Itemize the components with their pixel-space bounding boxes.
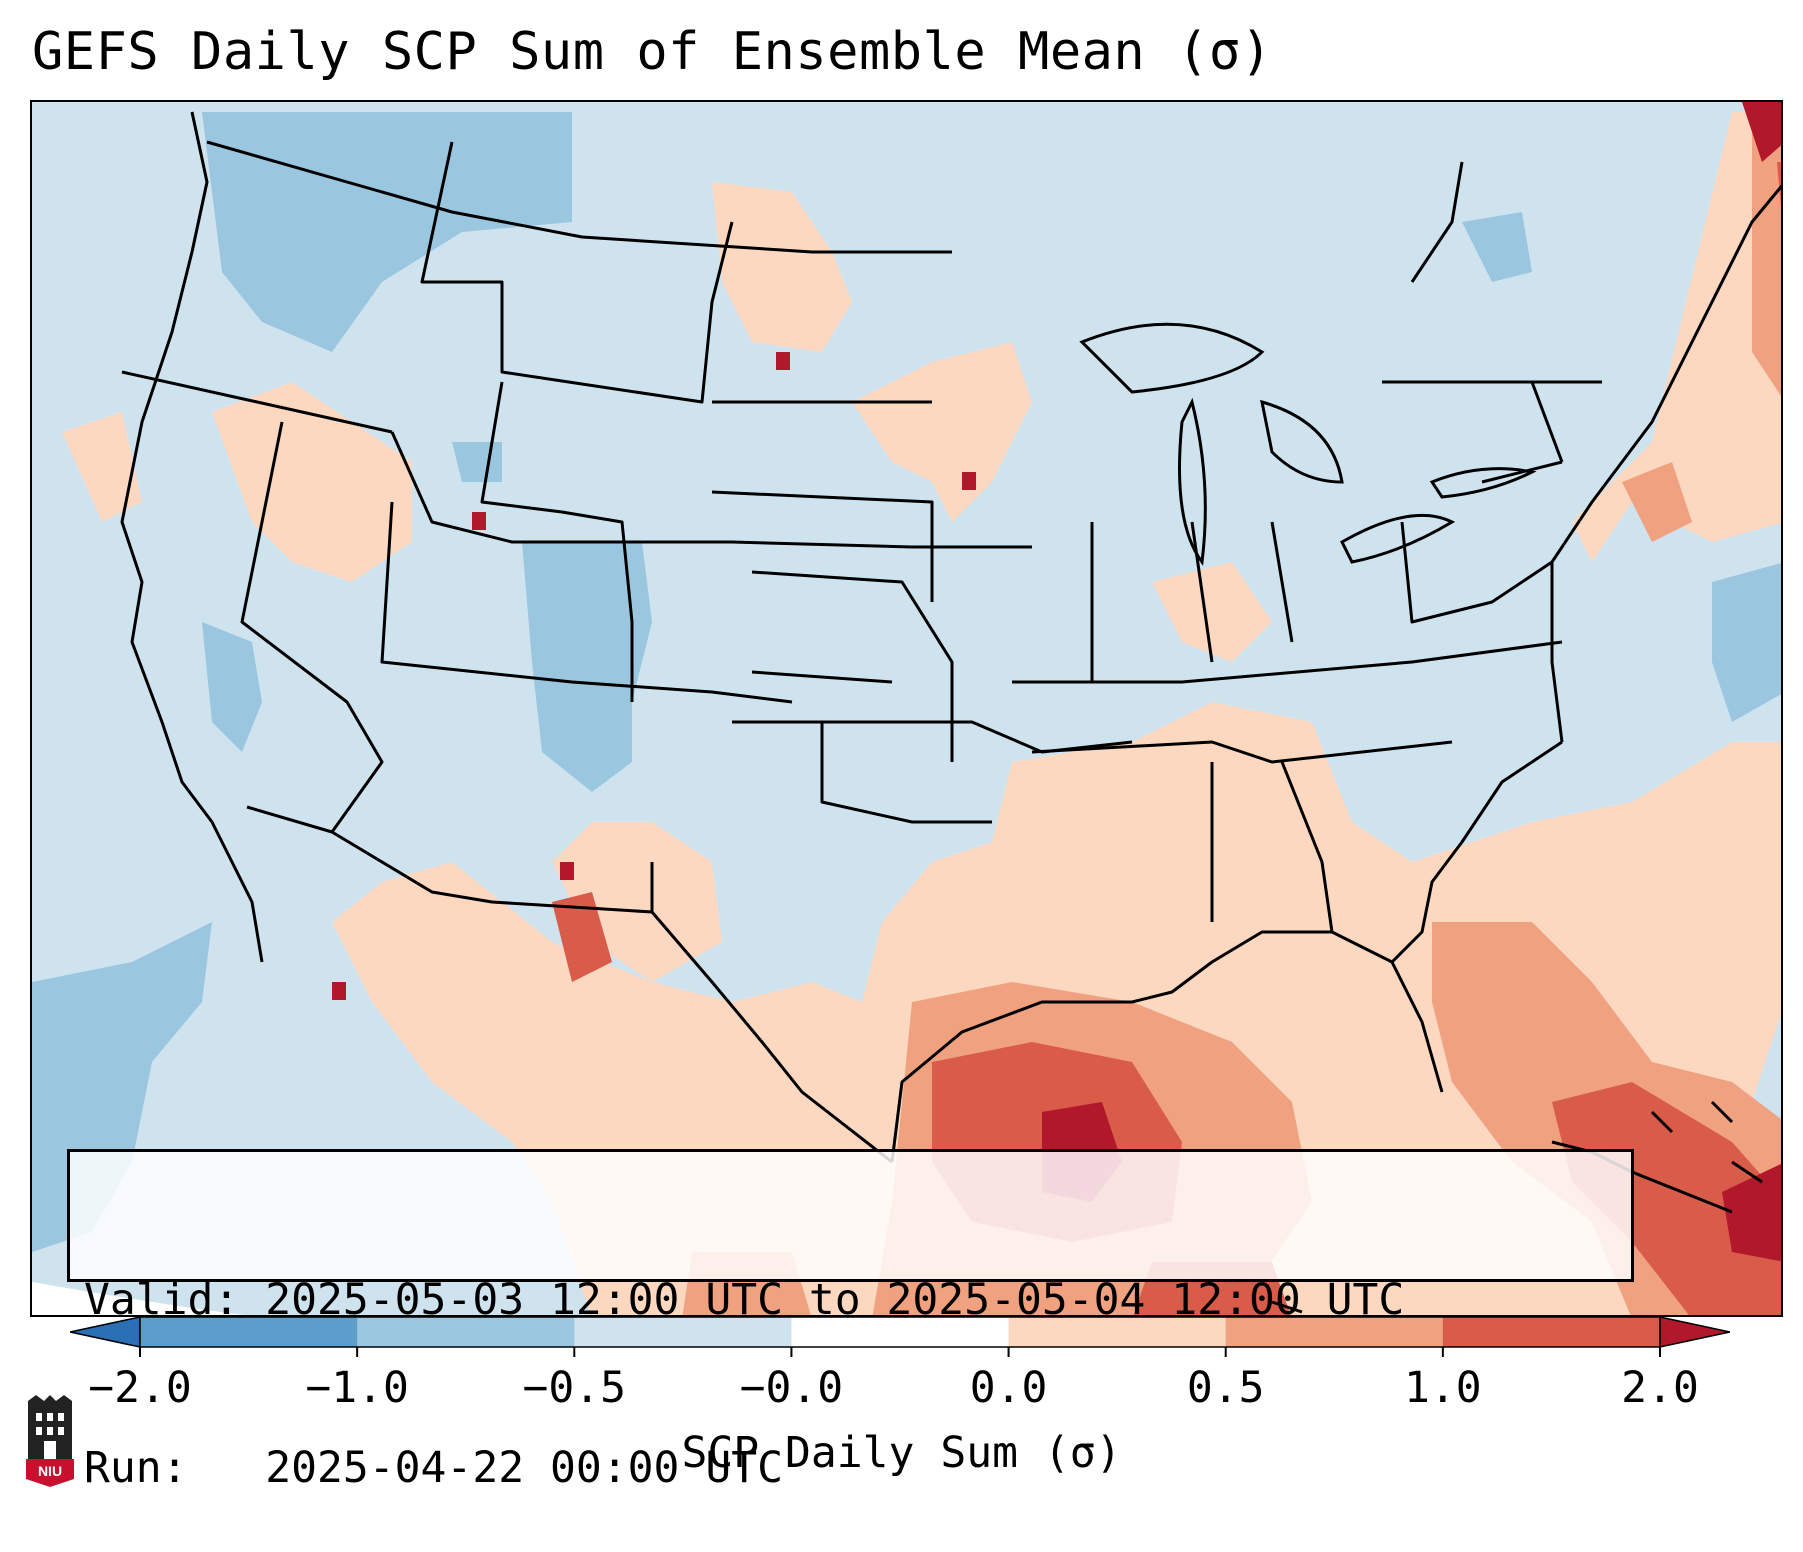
colorbar-tick-label: −0.5 xyxy=(522,1363,627,1413)
colorbar-tick-label: 0.0 xyxy=(969,1363,1048,1413)
valid-run-info-box: Valid: 2025-05-03 12:00 UTC to 2025-05-0… xyxy=(67,1149,1634,1493)
colorbar-tick-label: −0.0 xyxy=(739,1363,844,1413)
colorbar xyxy=(70,1317,1730,1357)
colorbar-extend-low xyxy=(70,1317,141,1348)
colorbar-bin xyxy=(1008,1317,1227,1347)
colorbar-tick-label: 1.0 xyxy=(1404,1363,1482,1413)
colorbar-label: SCP Daily Sum (σ) xyxy=(681,1428,1122,1478)
colorbar-bin xyxy=(791,1317,1010,1347)
great-lakes xyxy=(1079,322,1537,566)
colorbar-extend-high xyxy=(1659,1317,1730,1348)
colorbar-bin xyxy=(1225,1317,1444,1347)
state-borders xyxy=(120,111,1781,1164)
colorbar-bin xyxy=(1442,1317,1661,1347)
negative-anomaly-patches xyxy=(32,112,1781,1252)
colorbar-bins xyxy=(70,1317,1730,1348)
colorbar-tick-label: 0.5 xyxy=(1186,1363,1265,1413)
colorbar-ticks xyxy=(139,1347,1661,1357)
colorbar-tick-label: −1.0 xyxy=(305,1363,409,1413)
map-outside-projection-left xyxy=(32,1282,245,1315)
colorbar-bin xyxy=(140,1317,358,1347)
niu-logo: NIU xyxy=(26,1395,74,1487)
logo-shield xyxy=(26,1459,74,1487)
map-svg xyxy=(32,102,1781,1315)
colorbar-tick-label: 2.0 xyxy=(1621,1363,1699,1413)
chart-title: GEFS Daily SCP Sum of Ensemble Mean (σ) xyxy=(32,22,1273,82)
colorbar-bin xyxy=(574,1317,792,1347)
run-time-text: Run: 2025-04-22 00:00 UTC xyxy=(84,1443,783,1493)
colorbar-bin xyxy=(357,1317,575,1347)
logo-text: NIU xyxy=(38,1463,62,1479)
map-panel[interactable] xyxy=(30,100,1783,1317)
colorbar-tick-label: −2.0 xyxy=(88,1363,192,1413)
colorbar-outline xyxy=(139,1317,1661,1348)
